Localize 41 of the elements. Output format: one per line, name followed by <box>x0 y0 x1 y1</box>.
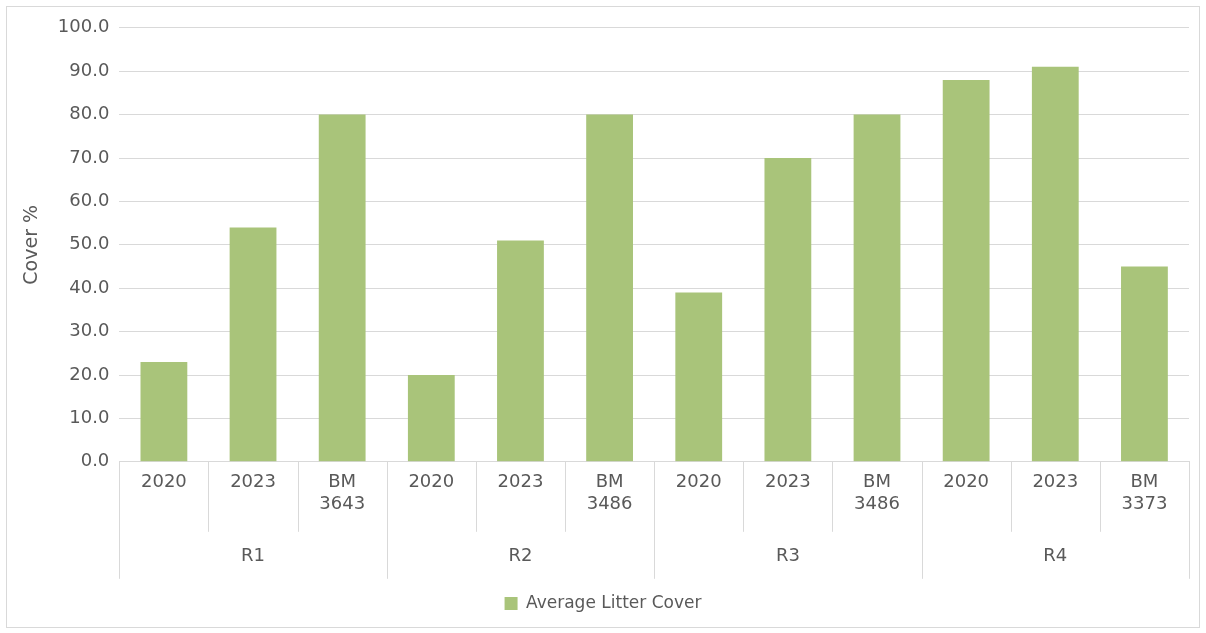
x-tick-label: 2020 <box>140 470 187 492</box>
text: R3 <box>775 544 800 566</box>
y-tick-label: 30.0 <box>69 319 110 341</box>
x-tick-label: BM 3373 <box>1121 470 1168 513</box>
legend-label: Average Litter Cover <box>526 591 702 612</box>
y-axis-title: Cover % <box>19 204 42 285</box>
y-tick-label: 70.0 <box>69 145 110 167</box>
y-tick-label: 60.0 <box>69 189 110 211</box>
x-tick-label: 2023 <box>497 470 544 492</box>
x-tick-label: 2023 <box>764 470 811 492</box>
text: R2 <box>508 544 533 566</box>
x-tick-label: 2023 <box>230 470 276 492</box>
bar <box>586 114 633 462</box>
y-tick-label: 90.0 <box>69 58 110 80</box>
bar <box>1031 66 1079 462</box>
text: R4 <box>1043 544 1068 566</box>
y-tick-label: 80.0 <box>69 102 110 124</box>
x-tick-label: BM 3486 <box>586 470 633 513</box>
x-tick-label: BM 3643 <box>319 470 366 513</box>
x-tick-label: 2023 <box>1032 470 1079 492</box>
x-tick-label: 2020 <box>943 470 990 492</box>
text: R1 <box>241 544 266 566</box>
bar <box>140 361 188 462</box>
y-tick-label: 40.0 <box>69 275 110 297</box>
y-tick-label: 10.0 <box>69 406 110 428</box>
bar <box>942 79 990 462</box>
bar <box>497 240 544 462</box>
bar <box>853 114 901 462</box>
bar <box>764 158 812 462</box>
bar <box>229 227 277 462</box>
bar <box>318 114 366 462</box>
bar <box>407 375 455 462</box>
y-tick-label: 0.0 <box>80 449 110 471</box>
x-tick-label: BM 3486 <box>854 470 900 513</box>
bar <box>1121 266 1168 462</box>
y-tick-label: 50.0 <box>69 232 110 254</box>
bar <box>675 292 723 462</box>
x-tick-label: 2020 <box>408 470 455 492</box>
y-tick-label: 20.0 <box>69 362 110 384</box>
y-tick-label: 100.0 <box>57 15 110 37</box>
x-tick-label: 2020 <box>675 470 722 492</box>
